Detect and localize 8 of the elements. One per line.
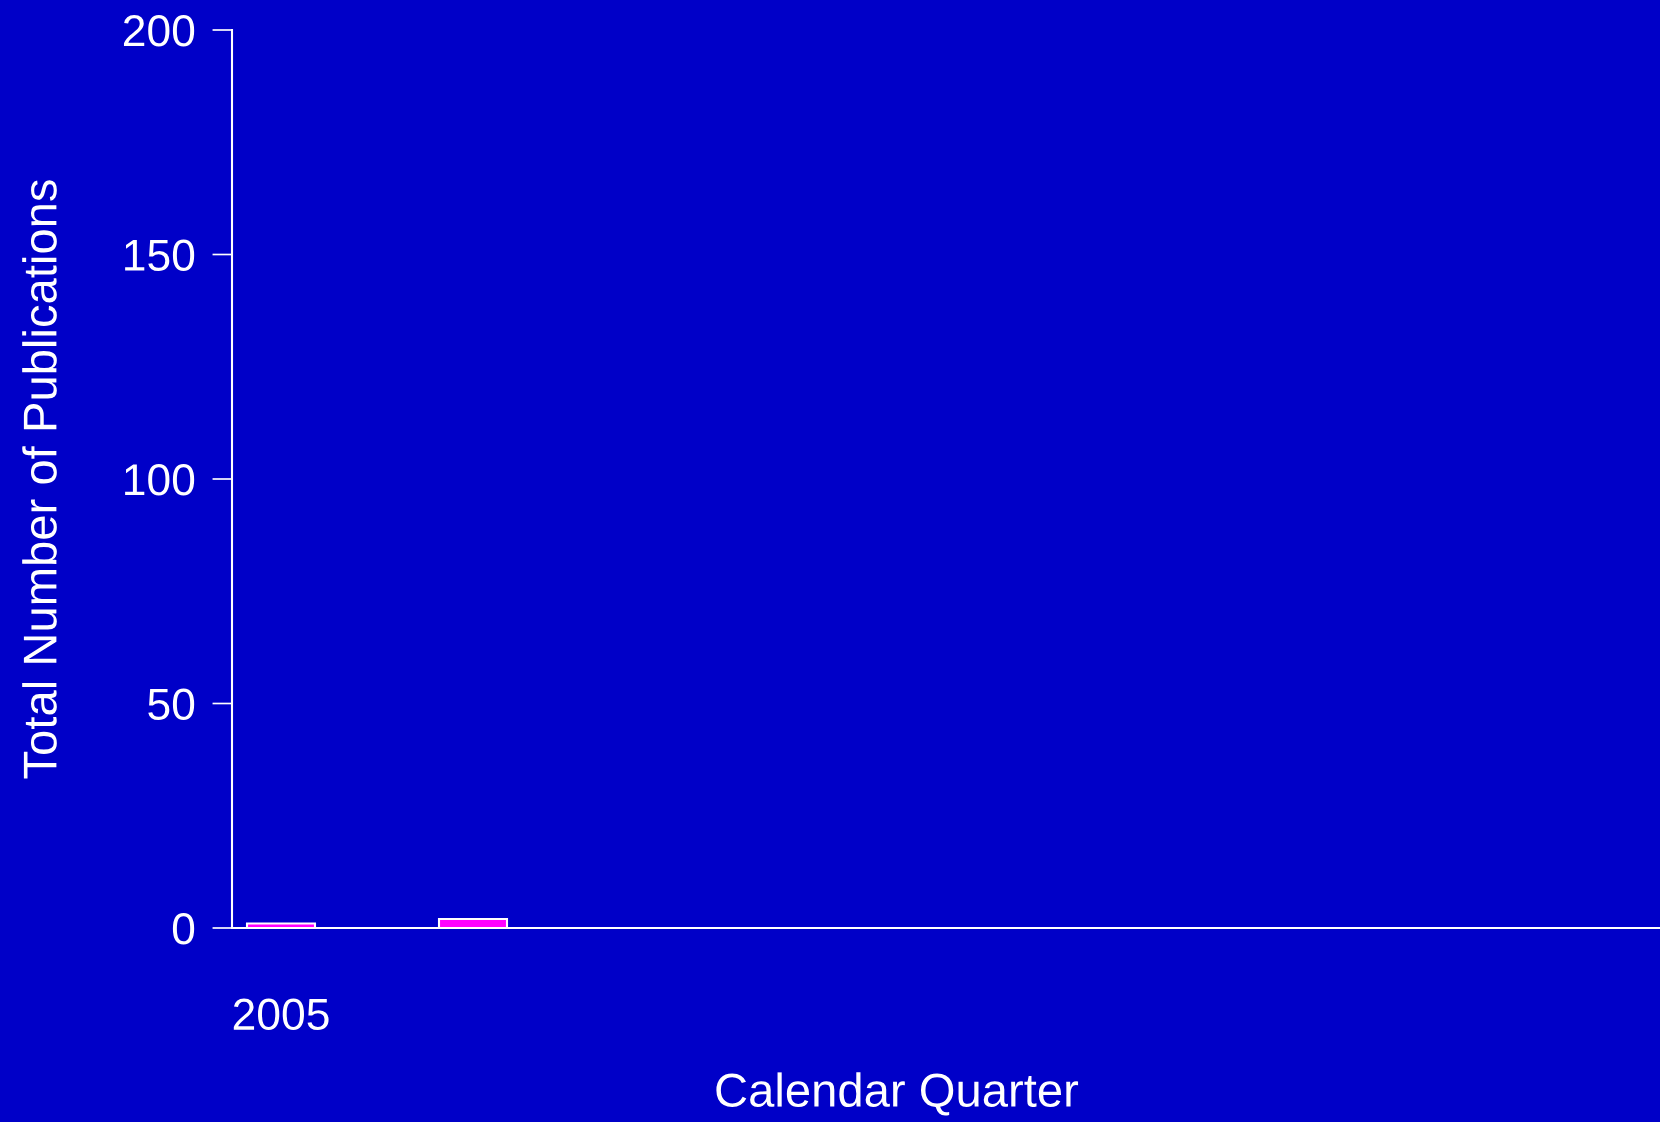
x-tick-label: 2005: [233, 998, 329, 1031]
x-axis-title: Calendar Quarter: [716, 1072, 1079, 1116]
y-tick-label: 150: [125, 239, 195, 272]
y-tick-label: 50: [148, 688, 195, 721]
y-axis-title: Total Number of Publications: [22, 180, 57, 779]
y-tick-label: 200: [123, 15, 195, 47]
y-tick-label: 100: [125, 464, 195, 496]
y-tick-label: 0: [172, 913, 195, 945]
